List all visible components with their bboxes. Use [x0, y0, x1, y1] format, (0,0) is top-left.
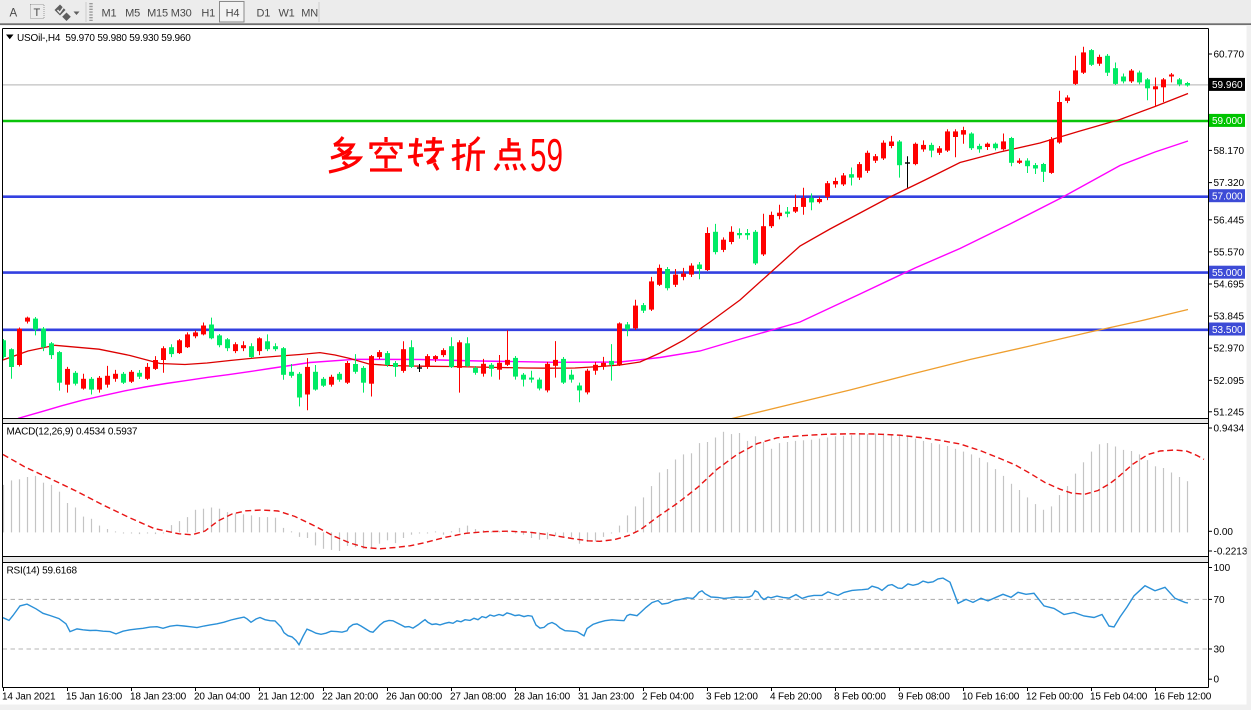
svg-text:M5: M5: [125, 7, 140, 19]
svg-text:22 Jan 20:00: 22 Jan 20:00: [322, 692, 379, 703]
svg-text:53.845: 53.845: [1214, 312, 1245, 323]
svg-text:9 Feb 08:00: 9 Feb 08:00: [898, 692, 950, 703]
svg-text:0: 0: [1214, 675, 1220, 686]
svg-text:3 Feb 12:00: 3 Feb 12:00: [706, 692, 758, 703]
svg-text:15 Jan 16:00: 15 Jan 16:00: [66, 692, 123, 703]
svg-text:57.000: 57.000: [1212, 192, 1243, 203]
svg-text:27 Jan 08:00: 27 Jan 08:00: [450, 692, 507, 703]
svg-text:52.095: 52.095: [1214, 376, 1245, 387]
svg-text:10 Feb 16:00: 10 Feb 16:00: [962, 692, 1020, 703]
svg-text:57.320: 57.320: [1214, 178, 1245, 189]
svg-text:30: 30: [1214, 645, 1226, 656]
svg-text:M30: M30: [171, 7, 192, 19]
svg-text:59.000: 59.000: [1212, 116, 1243, 127]
svg-text:28 Jan 16:00: 28 Jan 16:00: [514, 692, 571, 703]
svg-text:D1: D1: [256, 7, 270, 19]
svg-text:14 Jan 2021: 14 Jan 2021: [2, 692, 56, 703]
svg-text:W1: W1: [278, 7, 294, 19]
svg-text:52.970: 52.970: [1214, 344, 1245, 355]
svg-text:55.570: 55.570: [1214, 247, 1245, 258]
svg-text:MACD(12,26,9) 0.4534 0.5937: MACD(12,26,9) 0.4534 0.5937: [7, 427, 138, 438]
svg-text:A: A: [10, 7, 18, 19]
svg-text:H1: H1: [201, 7, 215, 19]
svg-text:54.695: 54.695: [1214, 280, 1245, 291]
svg-text:M15: M15: [147, 7, 168, 19]
svg-text:12 Feb 00:00: 12 Feb 00:00: [1026, 692, 1084, 703]
svg-text:60.770: 60.770: [1214, 50, 1245, 61]
svg-text:59: 59: [530, 129, 563, 181]
svg-text:70: 70: [1214, 595, 1226, 606]
svg-text:M1: M1: [102, 7, 117, 19]
svg-text:56.445: 56.445: [1214, 215, 1245, 226]
svg-text:51.245: 51.245: [1214, 407, 1245, 418]
svg-text:26 Jan 00:00: 26 Jan 00:00: [386, 692, 443, 703]
svg-text:-0.2213: -0.2213: [1214, 547, 1248, 558]
svg-text:20 Jan 04:00: 20 Jan 04:00: [194, 692, 251, 703]
svg-text:MN: MN: [301, 7, 318, 19]
svg-text:59.960: 59.960: [1212, 80, 1243, 91]
svg-text:55.000: 55.000: [1212, 268, 1243, 279]
svg-text:RSI(14) 59.6168: RSI(14) 59.6168: [7, 566, 78, 577]
svg-text:8 Feb 00:00: 8 Feb 00:00: [834, 692, 886, 703]
svg-text:100: 100: [1214, 563, 1231, 574]
svg-text:T: T: [34, 7, 41, 19]
svg-text:16 Feb 12:00: 16 Feb 12:00: [1154, 692, 1212, 703]
svg-text:21 Jan 12:00: 21 Jan 12:00: [258, 692, 315, 703]
svg-text:58.170: 58.170: [1214, 146, 1245, 157]
svg-text:2 Feb 04:00: 2 Feb 04:00: [642, 692, 694, 703]
svg-text:15 Feb 04:00: 15 Feb 04:00: [1090, 692, 1148, 703]
svg-text:53.500: 53.500: [1212, 325, 1243, 336]
svg-text:0.00: 0.00: [1214, 527, 1234, 538]
svg-text:18 Jan 23:00: 18 Jan 23:00: [130, 692, 187, 703]
svg-text:USOil-,H4 59.970 59.980 59.93: USOil-,H4 59.970 59.980 59.930 59.960: [17, 33, 191, 44]
svg-text:0.9434: 0.9434: [1214, 424, 1245, 435]
svg-text:31 Jan 23:00: 31 Jan 23:00: [578, 692, 635, 703]
svg-text:4 Feb 20:00: 4 Feb 20:00: [770, 692, 822, 703]
svg-text:H4: H4: [226, 7, 240, 19]
